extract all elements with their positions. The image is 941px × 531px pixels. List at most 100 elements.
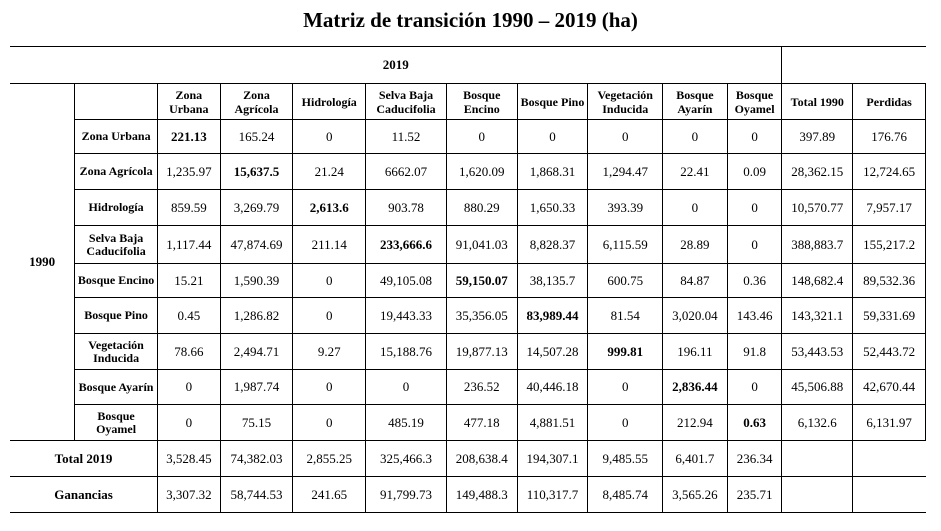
gains-cell: 8,485.74: [587, 476, 664, 513]
gains-cell: 149,488.3: [445, 476, 518, 513]
value-cell: 143.46: [726, 297, 783, 334]
value-cell: 0: [662, 189, 728, 226]
value-cell: 165.24: [219, 119, 294, 154]
value-cell: 880.29: [445, 189, 518, 226]
value-cell: 8,828.37: [516, 225, 589, 264]
matrix-row: Bosque Encino 15.21 1,590.39 0 49,105.08 59,1…: [10, 263, 926, 298]
value-cell: 155,217.2: [852, 225, 926, 264]
total-cell: 74,382.03: [219, 440, 294, 477]
matrix-row: Zona Urbana 221.13 165.24 0 11.52 0 0 0 0 0 397.89…: [10, 119, 926, 154]
matrix-row: Hidrología 859.59 3,269.79 2,613.6 903.78 880…: [10, 189, 926, 226]
blank-cell: [781, 476, 854, 513]
diagonal-cell: 233,666.6: [365, 225, 447, 264]
value-cell: 0: [726, 225, 783, 264]
column-header-row: 1990 Zona Urbana Zona Agrícola Hidrología Se…: [10, 83, 926, 441]
value-cell: 176.76: [852, 119, 926, 154]
gains-row: Ganancias 3,307.32 58,744.53 241.65 91,799.7…: [10, 476, 926, 513]
value-cell: 15.21: [157, 263, 221, 298]
value-cell: 3,020.04: [662, 297, 728, 334]
value-cell: 393.39: [587, 189, 664, 226]
value-cell: 89,532.36: [852, 263, 926, 298]
value-cell: 1,620.09: [445, 153, 518, 190]
value-cell: 11.52: [365, 119, 447, 154]
value-cell: 81.54: [587, 297, 664, 334]
column-header: Total 1990: [781, 83, 854, 120]
value-cell: 47,874.69: [219, 225, 294, 264]
value-cell: 0: [157, 369, 221, 405]
value-cell: 91.8: [726, 333, 783, 370]
total-cell: 3,528.45: [157, 440, 221, 477]
gains-cell: 235.71: [726, 476, 783, 513]
value-cell: 1,235.97: [157, 153, 221, 190]
total-cell: 9,485.55: [587, 440, 664, 477]
row-label: Bosque Oyamel: [74, 404, 158, 441]
column-header: Selva Baja Caducifolia: [365, 83, 447, 120]
value-cell: 0: [445, 119, 518, 154]
value-cell: 14,507.28: [516, 333, 589, 370]
matrix-row: Selva Baja Caducifolia 1,117.44 47,874.69 2…: [10, 225, 926, 264]
value-cell: 0: [587, 369, 664, 405]
value-cell: 52,443.72: [852, 333, 926, 370]
value-cell: 211.14: [292, 225, 367, 264]
row-label: Bosque Encino: [74, 263, 158, 298]
value-cell: 0: [726, 119, 783, 154]
diagonal-cell: 2,613.6: [292, 189, 367, 226]
row-label: Zona Urbana: [74, 119, 158, 154]
gains-cell: 3,307.32: [157, 476, 221, 513]
value-cell: 0: [516, 119, 589, 154]
value-cell: 485.19: [365, 404, 447, 441]
row-label: Hidrología: [74, 189, 158, 226]
diagonal-cell: 221.13: [157, 119, 221, 154]
row-label: Bosque Pino: [74, 297, 158, 334]
column-header: Bosque Oyamel: [726, 83, 783, 120]
column-header: Hidrología: [292, 83, 367, 120]
value-cell: 15,188.76: [365, 333, 447, 370]
value-cell: 21.24: [292, 153, 367, 190]
value-cell: 148,682.4: [781, 263, 854, 298]
value-cell: 1,117.44: [157, 225, 221, 264]
column-header: Vegetación Inducida: [587, 83, 664, 120]
value-cell: 45,506.88: [781, 369, 854, 405]
value-cell: 1,868.31: [516, 153, 589, 190]
value-cell: 84.87: [662, 263, 728, 298]
value-cell: 388,883.7: [781, 225, 854, 264]
value-cell: 1,286.82: [219, 297, 294, 334]
value-cell: 6662.07: [365, 153, 447, 190]
gains-cell: 241.65: [292, 476, 367, 513]
value-cell: 0.09: [726, 153, 783, 190]
row-label: Bosque Ayarín: [74, 369, 158, 405]
value-cell: 6,131.97: [852, 404, 926, 441]
value-cell: 6,132.6: [781, 404, 854, 441]
value-cell: 3,269.79: [219, 189, 294, 226]
value-cell: 212.94: [662, 404, 728, 441]
diagonal-cell: 83,989.44: [516, 297, 589, 334]
column-header: Bosque Pino: [516, 83, 589, 120]
diagonal-cell: 2,836.44: [662, 369, 728, 405]
row-axis-label: 1990: [10, 83, 76, 441]
value-cell: 28,362.15: [781, 153, 854, 190]
value-cell: 236.52: [445, 369, 518, 405]
gains-cell: 3,565.26: [662, 476, 728, 513]
value-cell: 1,294.47: [587, 153, 664, 190]
value-cell: 859.59: [157, 189, 221, 226]
value-cell: 0: [726, 369, 783, 405]
value-cell: 12,724.65: [852, 153, 926, 190]
blank-cell: [852, 440, 926, 477]
value-cell: 903.78: [365, 189, 447, 226]
row-label: Zona Agrícola: [74, 153, 158, 190]
blank-cell: [781, 440, 854, 477]
diagonal-cell: 999.81: [587, 333, 664, 370]
value-cell: 42,670.44: [852, 369, 926, 405]
axis-header-row: 2019: [10, 46, 926, 84]
value-cell: 19,443.33: [365, 297, 447, 334]
matrix-row: Bosque Ayarín 0 1,987.74 0 0 236.52 40,446.18 0…: [10, 369, 926, 405]
blank-cell: [852, 476, 926, 513]
gains-cell: 110,317.7: [516, 476, 589, 513]
total-cell: 325,466.3: [365, 440, 447, 477]
value-cell: 143,321.1: [781, 297, 854, 334]
value-cell: 40,446.18: [516, 369, 589, 405]
value-cell: 4,881.51: [516, 404, 589, 441]
value-cell: 75.15: [219, 404, 294, 441]
total-row-label: Total 2019: [10, 440, 158, 477]
value-cell: 600.75: [587, 263, 664, 298]
